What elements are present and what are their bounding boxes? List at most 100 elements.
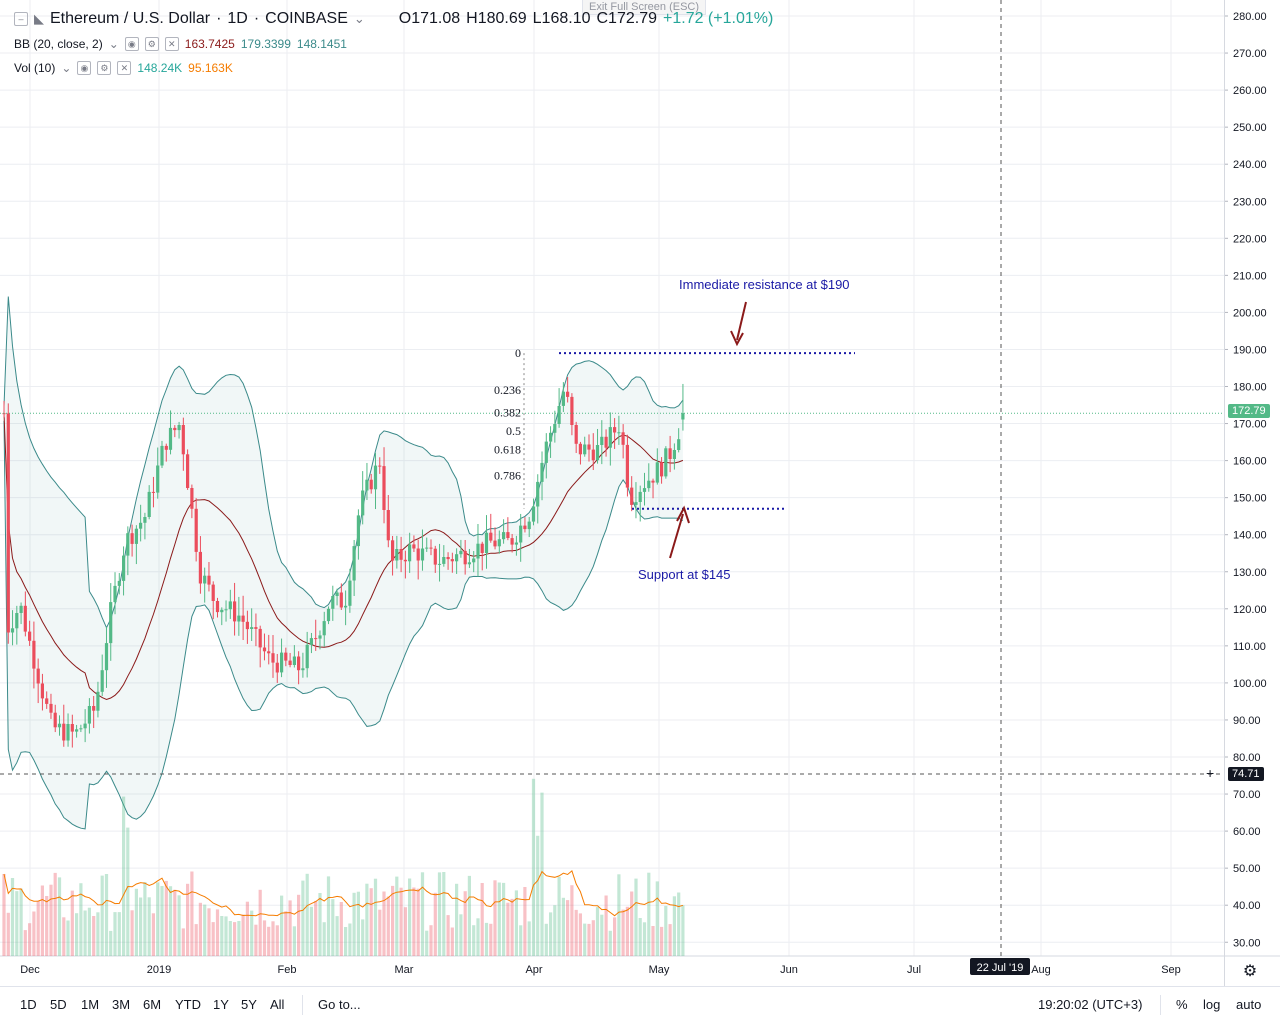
candle-body bbox=[408, 544, 412, 562]
candle-body bbox=[655, 462, 659, 483]
range-all-button[interactable]: All bbox=[270, 997, 285, 1012]
volume-bar bbox=[549, 912, 553, 956]
volume-bar bbox=[2, 874, 6, 956]
candle bbox=[638, 485, 642, 522]
candle-body bbox=[399, 549, 403, 560]
candle-body bbox=[472, 558, 476, 563]
candle bbox=[450, 552, 454, 573]
volume-bar bbox=[87, 907, 91, 956]
candle-body bbox=[497, 539, 501, 547]
candle-body bbox=[250, 627, 254, 629]
candle bbox=[151, 476, 155, 508]
volume-bar bbox=[420, 872, 425, 956]
price-tick-label: 280.00 bbox=[1233, 11, 1267, 23]
symbol-name[interactable]: Ethereum / U.S. Dollar bbox=[50, 10, 211, 27]
candle bbox=[168, 410, 173, 455]
open-value: O171.08 bbox=[398, 10, 461, 27]
exchange-label[interactable]: COINBASE bbox=[265, 10, 348, 27]
range-6m-button[interactable]: 6M bbox=[143, 997, 162, 1012]
candle-body bbox=[531, 506, 536, 522]
close-icon[interactable]: ✕ bbox=[117, 61, 132, 75]
candle-body bbox=[168, 427, 173, 450]
candle bbox=[292, 645, 296, 668]
fib-level-label: 0 bbox=[515, 346, 521, 360]
goto-button[interactable]: Go to... bbox=[318, 997, 361, 1012]
chevron-down-icon[interactable]: ⌄ bbox=[61, 61, 72, 75]
candle-body bbox=[647, 480, 651, 489]
divider bbox=[302, 995, 303, 1015]
candle bbox=[36, 658, 40, 704]
candle bbox=[96, 681, 100, 718]
range-1d-button[interactable]: 1D bbox=[20, 997, 37, 1012]
range-3m-button[interactable]: 3M bbox=[112, 997, 131, 1012]
exit-fullscreen-button[interactable]: Exit Full Screen (ESC) bbox=[582, 0, 707, 15]
price-tick-label: 30.00 bbox=[1233, 937, 1261, 949]
volume-bar bbox=[344, 927, 348, 956]
candle bbox=[104, 626, 109, 688]
price-tick-label: 210.00 bbox=[1233, 270, 1267, 282]
candle-body bbox=[660, 462, 664, 477]
bb-label[interactable]: BB (20, close, 2) bbox=[14, 37, 103, 51]
candle bbox=[604, 429, 608, 457]
candle-body bbox=[100, 670, 104, 692]
candle-body bbox=[87, 706, 91, 724]
price-tick-label: 100.00 bbox=[1233, 678, 1267, 690]
candle-body bbox=[681, 413, 685, 420]
range-1m-button[interactable]: 1M bbox=[81, 997, 100, 1012]
candle-body bbox=[437, 563, 442, 565]
chevron-down-icon[interactable]: ⌄ bbox=[108, 37, 119, 51]
volume-bar bbox=[429, 925, 433, 956]
eye-icon[interactable]: ◉ bbox=[124, 37, 139, 51]
candle bbox=[442, 545, 446, 567]
log-toggle[interactable]: log bbox=[1203, 997, 1221, 1012]
candle bbox=[130, 524, 134, 557]
settings-icon[interactable]: ⚙ bbox=[97, 61, 112, 75]
candle-body bbox=[416, 548, 420, 561]
candle bbox=[301, 652, 305, 678]
volume-bar bbox=[288, 900, 292, 956]
volume-bar bbox=[553, 905, 557, 956]
eye-icon[interactable]: ◉ bbox=[77, 61, 92, 75]
range-5d-button[interactable]: 5D bbox=[50, 997, 67, 1012]
candle bbox=[463, 539, 467, 575]
range-ytd-button[interactable]: YTD bbox=[175, 997, 201, 1012]
candle-body bbox=[203, 575, 207, 584]
candle bbox=[92, 695, 96, 729]
clock-display[interactable]: 19:20:02 (UTC+3) bbox=[1038, 997, 1143, 1012]
price-tick-label: 240.00 bbox=[1233, 159, 1267, 171]
chart-canvas[interactable]: 280.00 270.00 260.00 250.00 240.00 230.00 220.… bbox=[0, 0, 1280, 986]
candle-body bbox=[254, 627, 258, 629]
volume-bar bbox=[536, 835, 540, 956]
volume-bar bbox=[36, 900, 40, 956]
arrow-head bbox=[676, 505, 690, 524]
candle-body bbox=[382, 466, 386, 510]
close-icon[interactable]: ✕ bbox=[164, 37, 179, 51]
candle-body bbox=[186, 454, 190, 488]
vol-label[interactable]: Vol (10) bbox=[14, 61, 56, 75]
volume-bar bbox=[262, 920, 267, 956]
candle-body bbox=[126, 533, 130, 556]
add-plus-icon[interactable]: + bbox=[1206, 765, 1215, 781]
bb-upper-line bbox=[3, 296, 684, 629]
range-1y-button[interactable]: 1Y bbox=[213, 997, 229, 1012]
candle-body bbox=[672, 450, 676, 459]
chevron-down-icon[interactable]: ⌄ bbox=[353, 11, 365, 26]
time-axis: Dec 2019 Feb Mar Apr May Jun Jul Aug Sep bbox=[20, 964, 1181, 976]
volume-bar bbox=[70, 890, 74, 956]
interval-label[interactable]: 1D bbox=[227, 10, 248, 27]
candle bbox=[549, 426, 553, 458]
percent-toggle[interactable]: % bbox=[1176, 997, 1188, 1012]
volume-bar bbox=[386, 896, 390, 956]
volume-bar bbox=[604, 895, 608, 956]
volume-bar bbox=[134, 888, 138, 956]
range-5y-button[interactable]: 5Y bbox=[241, 997, 257, 1012]
candle-body bbox=[301, 668, 305, 671]
settings-icon[interactable]: ⚙ bbox=[144, 37, 159, 51]
volume-bar bbox=[57, 877, 62, 956]
volume-bar bbox=[15, 891, 19, 956]
collapse-icon[interactable]: – bbox=[14, 12, 28, 26]
auto-toggle[interactable]: auto bbox=[1236, 997, 1262, 1012]
candle bbox=[100, 654, 104, 697]
candle-body bbox=[177, 425, 181, 431]
candle bbox=[45, 691, 49, 709]
